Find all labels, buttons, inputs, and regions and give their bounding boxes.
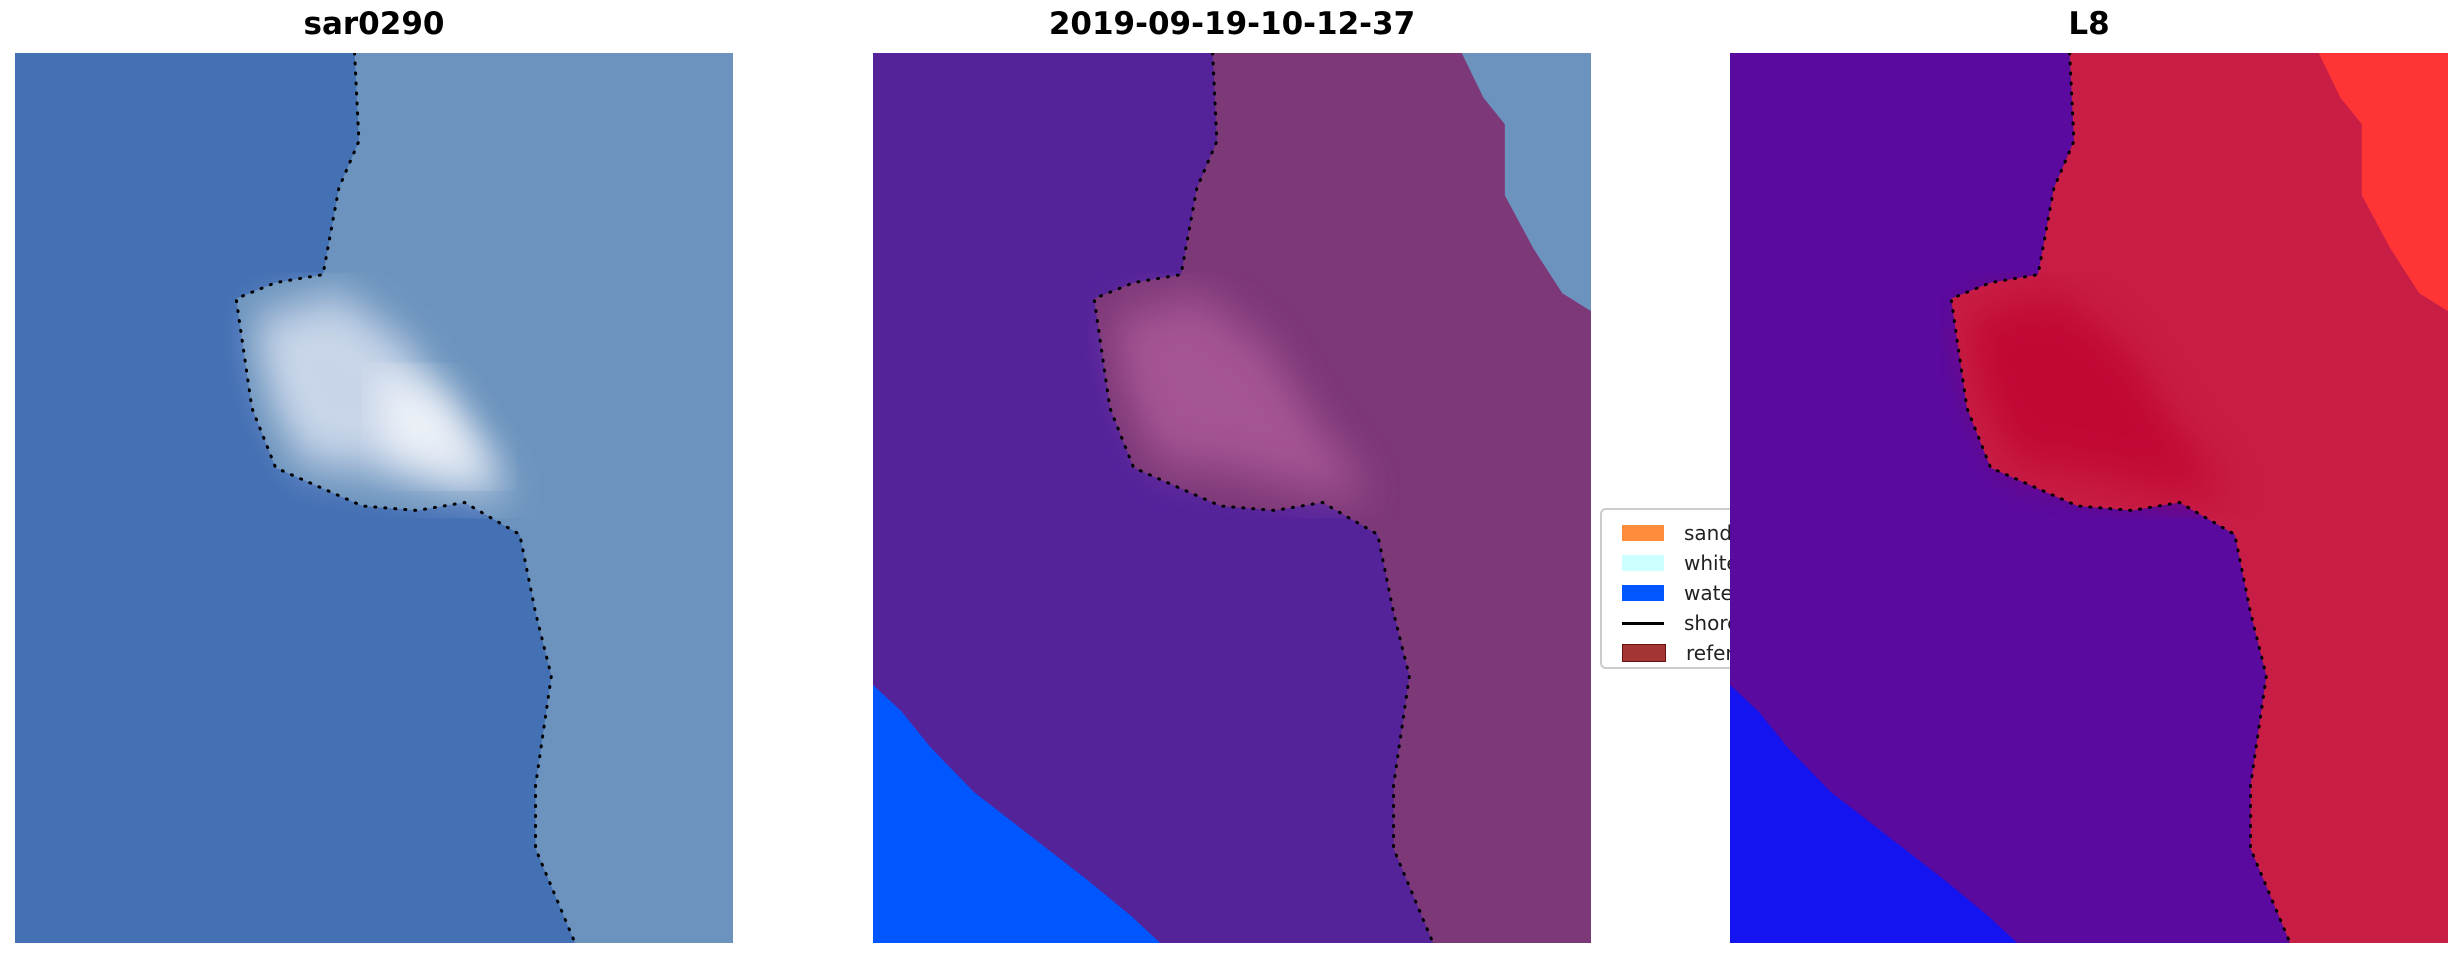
legend-label: sand (1684, 521, 1733, 545)
bright-core (374, 373, 504, 481)
bright-region (1966, 293, 2233, 498)
land-region (1951, 53, 2448, 943)
legend-item-water: water (1622, 578, 1741, 608)
bright-region (1109, 293, 1376, 498)
land-region (236, 53, 733, 943)
image-panel-sar (15, 53, 733, 943)
land-region (1094, 53, 1591, 943)
legend-swatch (1622, 585, 1664, 601)
corner-region (2318, 53, 2448, 312)
sea-region (873, 684, 1161, 943)
image-panel-l8 (1730, 53, 2448, 943)
legend-swatch (1622, 644, 1666, 662)
legend-item-sand: sand (1622, 518, 1732, 548)
panel-title-3: L8 (2068, 6, 2110, 42)
legend-swatch (1622, 525, 1664, 541)
image-panel-classification (873, 53, 1591, 943)
corner-region (1461, 53, 1591, 312)
legend-line (1622, 621, 1664, 625)
sea-region (1730, 684, 2018, 943)
legend-swatch (1622, 555, 1664, 571)
panel-title-1: sar0290 (303, 6, 445, 42)
panel-title-2: 2019-09-19-10-12-37 (1048, 6, 1416, 42)
